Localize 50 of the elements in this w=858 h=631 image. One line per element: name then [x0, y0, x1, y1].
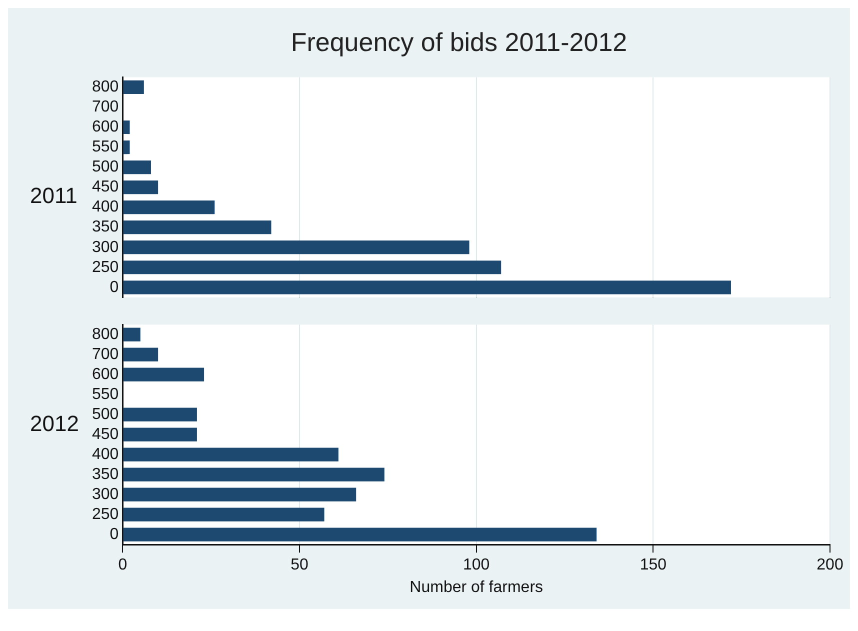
y-tick-label: 700	[92, 346, 119, 364]
y-tick-label: 300	[92, 238, 119, 256]
y-tick-label: 500	[92, 158, 119, 176]
bar	[123, 220, 272, 234]
bar	[123, 348, 158, 362]
y-tick-label: 350	[92, 218, 119, 236]
y-tick-label: 400	[92, 446, 119, 464]
x-axis-title: Number of farmers	[410, 578, 544, 596]
y-tick-label: 350	[92, 466, 119, 484]
y-tick-label: 450	[92, 426, 119, 444]
bar	[123, 448, 338, 462]
y-tick-label: 400	[92, 198, 119, 216]
x-tick-label: 200	[816, 556, 844, 574]
bar	[123, 428, 197, 442]
chart-title: Frequency of bids 2011-2012	[290, 26, 628, 57]
y-tick-label: 450	[92, 178, 119, 196]
y-tick-label: 250	[92, 258, 119, 276]
y-tick-label: 600	[92, 366, 119, 384]
bar	[123, 368, 204, 382]
y-tick-label: 550	[92, 386, 119, 404]
y-axis-title: 2012	[30, 411, 79, 437]
y-tick-label: 550	[92, 138, 119, 156]
y-tick-label: 700	[92, 98, 119, 116]
bar	[123, 328, 140, 342]
bar	[123, 468, 384, 482]
y-tick-label: 0	[110, 278, 119, 296]
bar	[123, 408, 197, 422]
y-tick-label: 250	[92, 506, 119, 524]
bar	[123, 240, 470, 254]
bar	[123, 180, 158, 194]
y-axis-title: 2011	[30, 183, 78, 209]
bar	[123, 488, 356, 502]
y-tick-label: 500	[92, 406, 119, 424]
bar	[123, 80, 144, 94]
bar	[123, 280, 731, 294]
y-tick-label: 800	[92, 78, 119, 96]
x-tick-label: 50	[290, 556, 309, 574]
x-tick-label: 100	[462, 556, 490, 574]
bar	[123, 120, 130, 134]
y-tick-label: 600	[92, 118, 119, 136]
bar	[123, 140, 130, 154]
x-tick-label: 150	[640, 556, 667, 574]
y-tick-label: 300	[92, 486, 119, 504]
bar	[123, 160, 151, 174]
bar	[123, 200, 215, 214]
y-tick-label: 0	[110, 526, 119, 544]
bar	[123, 508, 324, 522]
bar	[123, 260, 502, 274]
bar	[123, 528, 597, 542]
y-tick-label: 800	[92, 326, 119, 344]
